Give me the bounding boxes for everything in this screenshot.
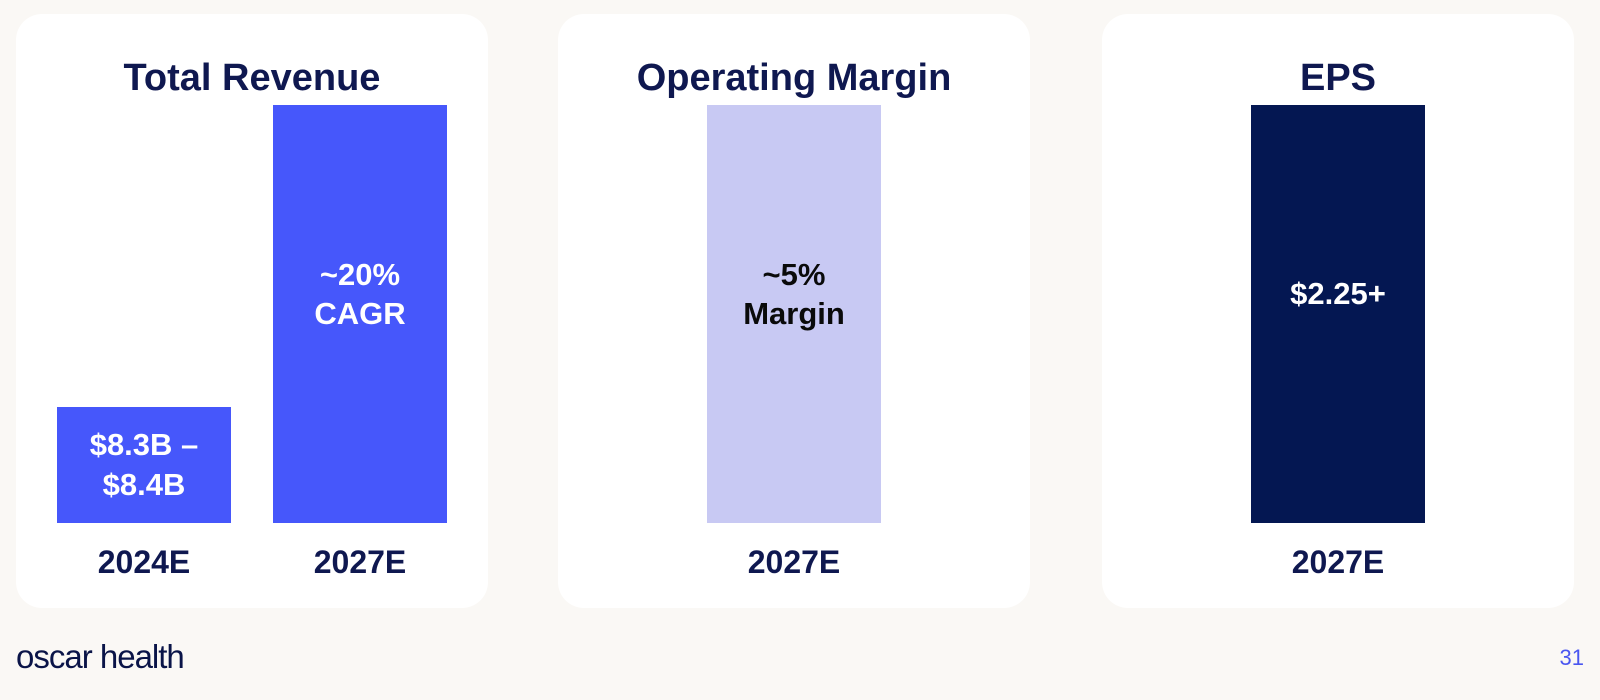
operating-margin-card: Operating Margin ~5% Margin 2027E — [558, 14, 1030, 608]
category-label: 2027E — [747, 544, 841, 580]
category-label: 2027E — [1291, 544, 1385, 580]
bar-value-label: $2.25+ — [1290, 276, 1386, 312]
bar-value-label: ~5% Margin — [743, 256, 845, 331]
category-label: 2027E — [313, 544, 407, 580]
bar-2024e: $8.3B – $8.4B — [57, 406, 231, 523]
chart-title: Total Revenue — [123, 57, 381, 99]
bar-value-label: $8.3B – $8.4B — [89, 427, 199, 502]
category-label: 2024E — [97, 544, 191, 580]
total-revenue-card: Total Revenue $8.3B – $8.4B 2024E ~20% CAGR… — [16, 14, 488, 608]
page-number: 31 — [1559, 645, 1584, 670]
bar-2027e: $2.25+ — [1251, 105, 1425, 523]
bar-2027e: ~20% CAGR — [273, 105, 447, 523]
chart-title: EPS — [1299, 57, 1377, 99]
bar-2027e: ~5% Margin — [707, 105, 881, 523]
chart-title: Operating Margin — [636, 57, 952, 99]
oscar-health-logo: oscar health — [16, 638, 185, 675]
eps-card: EPS $2.25+ 2027E — [1102, 14, 1574, 608]
bar-value-label: ~20% CAGR — [314, 256, 406, 331]
